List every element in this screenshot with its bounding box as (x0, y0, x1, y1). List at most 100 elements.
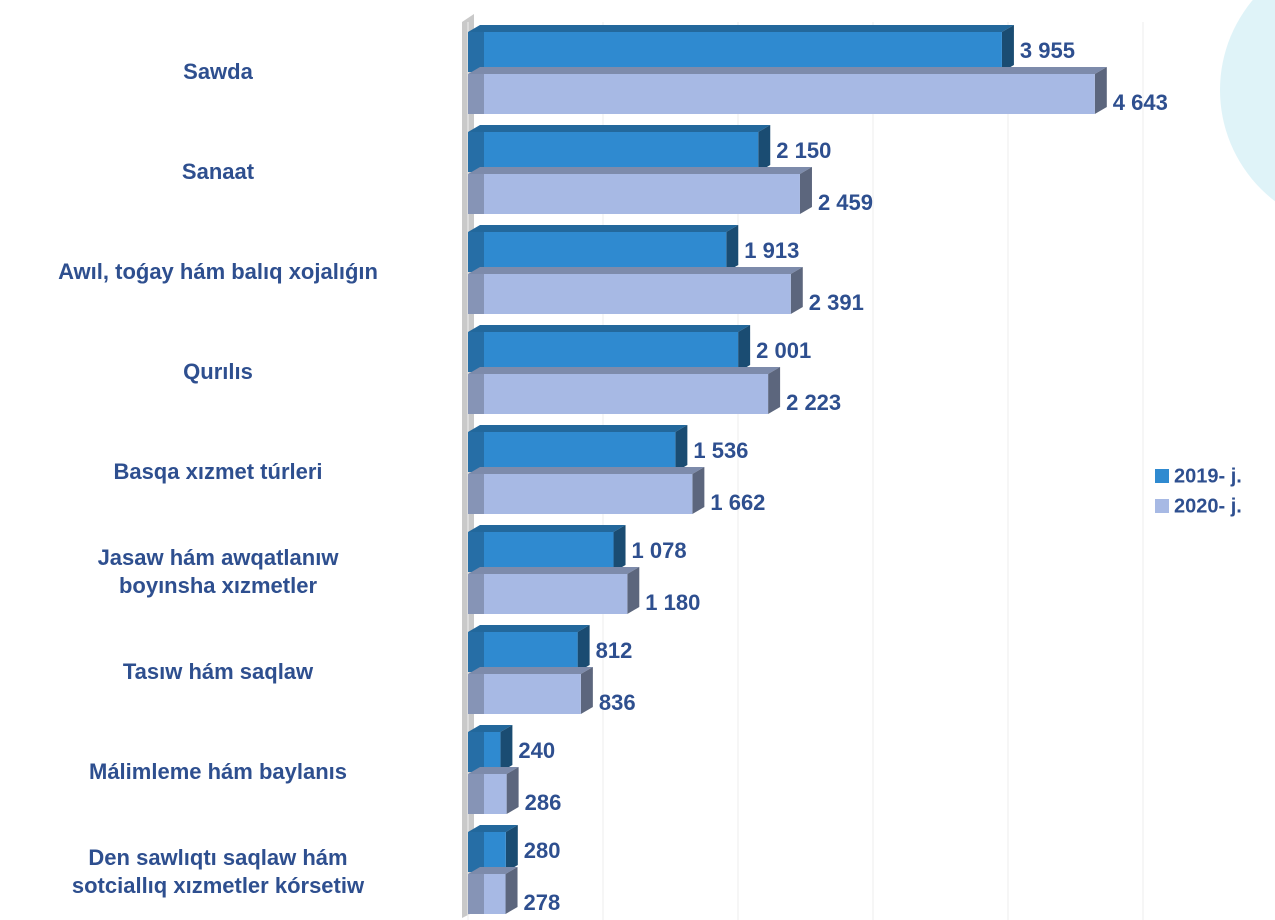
bar-side (577, 625, 590, 672)
bar-top (468, 625, 590, 632)
value-label: 2 150 (776, 138, 831, 163)
bar-shade (468, 874, 484, 914)
value-label: 2 001 (756, 338, 811, 363)
bar (468, 274, 791, 314)
category-label: Awıl, toǵay hám balıq xojalıǵın (58, 259, 378, 284)
bar (468, 632, 578, 672)
bar-shade (468, 774, 484, 814)
legend-swatch (1155, 469, 1169, 483)
legend-swatch (1155, 499, 1169, 513)
bar-side (1094, 67, 1107, 114)
value-label: 2 223 (786, 390, 841, 415)
bar (468, 432, 676, 472)
bar (468, 574, 628, 614)
bar-top (468, 167, 812, 174)
bar-top (468, 525, 626, 532)
bar (468, 474, 693, 514)
bar-shade (468, 632, 484, 672)
bar-side (627, 567, 640, 614)
bar-side (506, 767, 519, 814)
category-label: Qurılıs (183, 359, 253, 384)
bar-shade (468, 332, 484, 372)
value-label: 286 (525, 790, 562, 815)
bar-shade (468, 432, 484, 472)
bar-shade (468, 532, 484, 572)
category-label: Sawda (183, 59, 253, 84)
bar-side (505, 867, 518, 914)
bar-shade (468, 732, 484, 772)
bar (468, 232, 727, 272)
value-label: 1 913 (744, 238, 799, 263)
bar-side (500, 725, 513, 772)
category-label: Sanaat (181, 159, 255, 184)
value-label: 1 078 (632, 538, 687, 563)
bar-side (692, 467, 705, 514)
bar (468, 132, 759, 172)
category-label: Den sawlıqtı saqlaw hám sotciallıq xızme… (71, 845, 365, 898)
value-label: 4 643 (1113, 90, 1168, 115)
bar-side (768, 367, 781, 414)
value-label: 836 (599, 690, 636, 715)
value-label: 240 (518, 738, 555, 763)
bar (468, 32, 1002, 72)
bar-top (468, 667, 593, 674)
bar-top (468, 867, 518, 874)
bar-side (738, 325, 751, 372)
bar-top (468, 25, 1014, 32)
bar-top (468, 425, 688, 432)
value-label: 1 180 (645, 590, 700, 615)
value-label: 2 459 (818, 190, 873, 215)
value-label: 1 662 (710, 490, 765, 515)
value-label: 2 391 (809, 290, 864, 315)
legend-label: 2020- j. (1174, 495, 1242, 517)
bar-shade (468, 832, 484, 872)
bar-shade (468, 74, 484, 114)
bar-side (675, 425, 688, 472)
bar-side (799, 167, 812, 214)
bar (468, 674, 581, 714)
bar-side (790, 267, 803, 314)
value-label: 3 955 (1020, 38, 1075, 63)
bar-shade (468, 374, 484, 414)
category-label: Basqa xızmet túrleri (113, 459, 323, 484)
bar-side (1001, 25, 1014, 72)
bar (468, 532, 614, 572)
bar-top (468, 725, 513, 732)
bar-shade (468, 132, 484, 172)
bar-top (468, 125, 771, 132)
value-label: 278 (524, 890, 561, 915)
value-label: 280 (524, 838, 561, 863)
bar (468, 374, 769, 414)
bar-shade (468, 32, 484, 72)
bar-side (758, 125, 771, 172)
decor-circle (1220, 0, 1275, 202)
value-label: 812 (596, 638, 633, 663)
bar-top (468, 325, 751, 332)
bar-shade (468, 232, 484, 272)
bar-top (468, 267, 803, 274)
category-label: Jasaw hám awqatlanıw boyınsha xızmetler (97, 545, 339, 598)
bar-side (580, 667, 593, 714)
bar-side (726, 225, 739, 272)
bar-shade (468, 574, 484, 614)
bar-top (468, 225, 739, 232)
bar-shade (468, 274, 484, 314)
bar (468, 174, 800, 214)
bar-shade (468, 174, 484, 214)
bar-top (468, 467, 705, 474)
category-label: Tasıw hám saqlaw (122, 659, 314, 684)
bar-side (613, 525, 626, 572)
category-label: Málimleme hám baylanıs (89, 759, 347, 784)
bar-top (468, 367, 781, 374)
bar-top (468, 67, 1107, 74)
legend-label: 2019- j. (1174, 465, 1242, 487)
bar-top (468, 825, 518, 832)
bar (468, 332, 739, 372)
bar-top (468, 567, 640, 574)
bar-top (468, 767, 519, 774)
bar-side (505, 825, 518, 872)
bar-shade (468, 674, 484, 714)
bar (468, 74, 1095, 114)
